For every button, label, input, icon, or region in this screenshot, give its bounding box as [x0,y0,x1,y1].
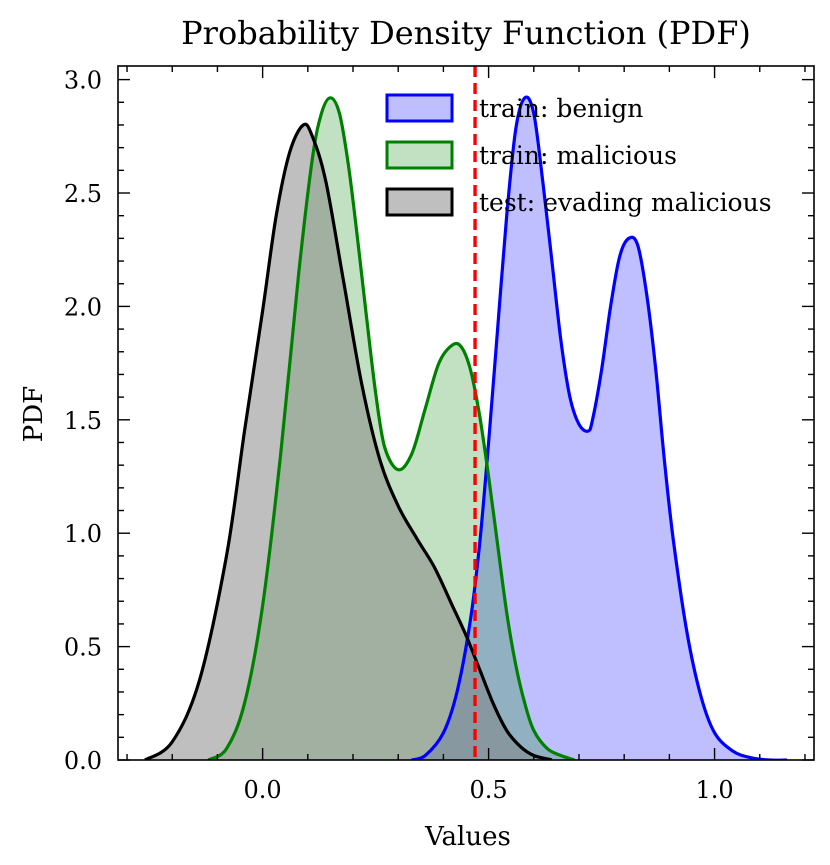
legend-swatch-train-benign [385,93,454,123]
y-tick-label: 1.5 [64,407,102,435]
legend-swatch-bg [387,142,452,168]
x-axis-label: Values [424,822,511,852]
y-axis-label: PDF [19,386,49,442]
plot-frame [117,65,815,761]
legend-swatch-test-evading-malicious [385,187,454,217]
legend-label-train-benign: train: benign [479,94,643,123]
x-tick-label: 0.5 [470,776,508,804]
series-group [144,66,787,760]
y-tick-label: 2.5 [64,180,102,208]
x-tick-label: 0.0 [244,776,282,804]
legend: train: benign train: malicious test: evadi… [385,93,772,217]
plot-area [144,66,787,760]
line-train-benign [411,95,787,760]
y-tick-label: 0.5 [64,634,102,662]
y-tick-label: 2.0 [64,293,102,321]
y-tick-label: 1.0 [64,520,102,548]
line-test-evading-malicious [144,122,553,760]
line-train-malicious [207,96,576,760]
y-tick-label: 3.0 [64,67,102,95]
x-tick-label: 1.0 [695,776,733,804]
legend-label-train-malicious: train: malicious [479,141,677,170]
legend-swatch-train-malicious [385,140,454,170]
chart-title: Probability Density Function (PDF) [181,14,751,52]
y-tick-label: 0.0 [64,747,102,775]
legend-label-test-evading-malicious: test: evading malicious [479,188,772,217]
axes: 0.0 0.5 1.0 0.0 0.5 1.0 1.5 2.0 2.5 3.0 [64,65,815,804]
